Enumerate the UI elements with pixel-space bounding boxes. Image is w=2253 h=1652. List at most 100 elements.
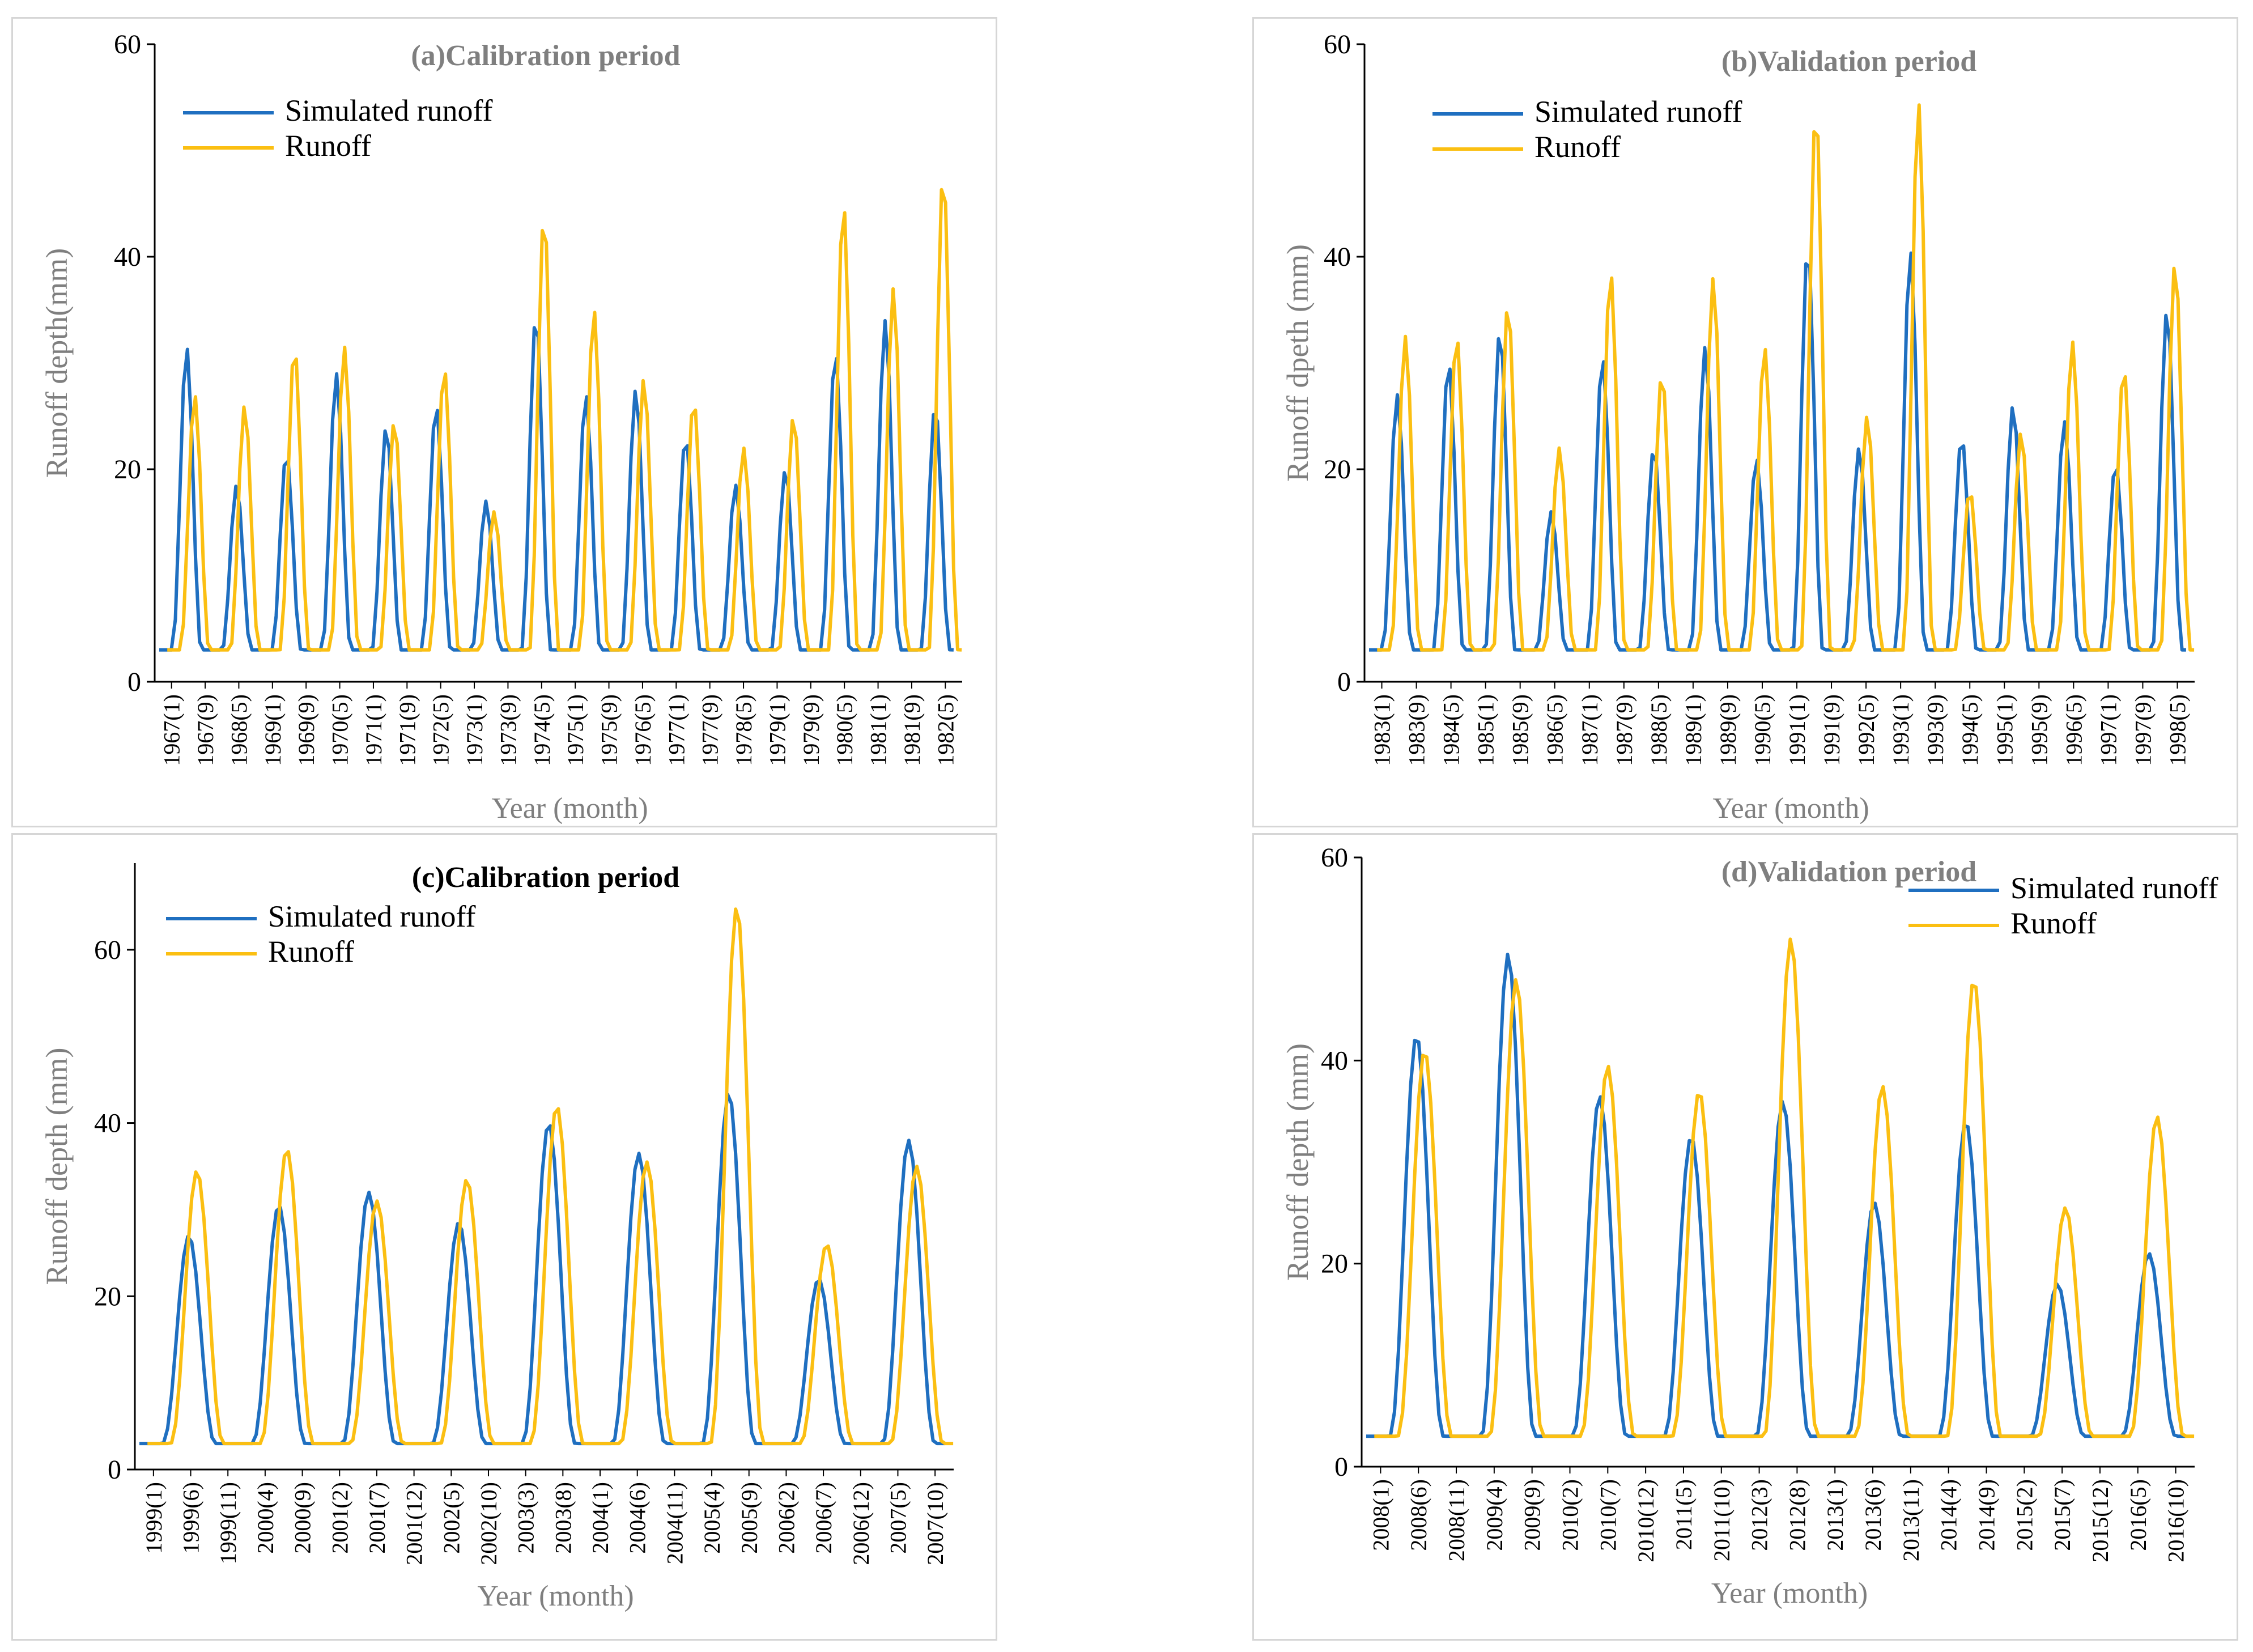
x-tick-label: 1979(1) [764, 694, 790, 766]
chart-title: (c)Calibration period [412, 861, 679, 894]
x-tick-label: 1998(5) [2165, 694, 2190, 766]
x-tick-label: 1980(5) [832, 694, 857, 766]
x-tick-label: 2014(9) [1974, 1479, 2000, 1551]
x-axis-title: Year (month) [491, 792, 648, 825]
x-tick-label: 1985(1) [1473, 694, 1499, 766]
x-tick-label: 2015(7) [2050, 1479, 2075, 1551]
chart-title: (d)Validation period [1721, 856, 1976, 888]
x-tick-label: 2014(4) [1936, 1479, 1962, 1551]
x-tick-label: 2016(10) [2163, 1479, 2189, 1562]
panel-b: 0 20 40 60 1983(1) 1983(9) 1984(5) 1985(1) 1985(… [1252, 17, 2238, 827]
x-tick-label: 1999(11) [215, 1482, 241, 1564]
observed-runoff-line [1377, 103, 2195, 652]
x-tick-label: 1983(9) [1404, 694, 1430, 766]
x-tick-label: 2004(1) [588, 1482, 613, 1554]
y-tick-label: 0 [1337, 667, 1351, 697]
x-tick-label: 1985(9) [1508, 694, 1533, 766]
x-tick-label: 2016(5) [2126, 1479, 2151, 1551]
y-axis-title: Runoff depth(mm) [40, 248, 74, 478]
x-axis-title: Year (month) [1711, 1577, 1868, 1609]
x-tick-label: 1969(1) [260, 694, 286, 766]
x-tick-label: 1975(1) [563, 694, 588, 766]
x-tick-label: 1981(1) [866, 694, 891, 766]
x-tick-label: 2013(11) [1898, 1479, 1924, 1561]
legend-label: Simulated runoff [2010, 871, 2218, 905]
x-tick-label: 2015(2) [2012, 1479, 2037, 1551]
x-tick-label: 2012(8) [1784, 1479, 1810, 1551]
y-tick-label: 40 [94, 1109, 121, 1139]
x-tick-label: 1995(1) [1992, 694, 2017, 766]
x-tick-label: 1995(9) [2026, 694, 2052, 766]
x-tick-label: 1984(5) [1439, 694, 1464, 766]
x-tick-label: 1968(5) [226, 694, 252, 766]
legend-label: Runoff [2010, 906, 2097, 940]
chart-d: 0 20 40 60 2008(1) 2008(6) 2008(11) 2009(4) 2009… [1281, 843, 2218, 1609]
legend-label: Simulated runoff [268, 899, 475, 933]
chart-title: (b)Validation period [1721, 45, 1976, 78]
x-tick-label: 2009(9) [1520, 1479, 1545, 1551]
x-tick-label: 1983(1) [1370, 694, 1395, 766]
x-tick-label: 1991(9) [1819, 694, 1844, 766]
x-tick-label: 2006(12) [848, 1482, 874, 1565]
x-tick-label: 1967(1) [159, 694, 185, 766]
x-tick-label: 2007(10) [923, 1482, 948, 1565]
x-tick-label: 2013(1) [1822, 1479, 1848, 1551]
y-tick-label: 20 [1324, 455, 1351, 485]
x-tick-label: 1977(9) [698, 694, 723, 766]
x-tick-label: 2005(4) [699, 1482, 725, 1554]
x-tick-label: 2005(9) [737, 1482, 762, 1554]
x-tick-label: 2010(7) [1595, 1479, 1621, 1551]
x-tick-label: 1997(9) [2130, 694, 2156, 766]
x-tick-label: 2002(10) [476, 1482, 501, 1565]
x-tick-label: 2015(12) [2088, 1479, 2113, 1562]
x-tick-label: 1969(9) [294, 694, 319, 766]
x-tick-label: 1988(5) [1646, 694, 1672, 766]
x-tick-label: 1978(5) [731, 694, 756, 766]
y-tick-label: 20 [114, 455, 141, 485]
x-tick-label: 1986(5) [1542, 694, 1568, 766]
x-tick-label: 2012(3) [1747, 1479, 1772, 1551]
x-tick-label: 1999(1) [141, 1482, 167, 1554]
chart-title: (a)Calibration period [411, 40, 680, 72]
x-tick-label: 2011(5) [1671, 1479, 1697, 1550]
y-tick-label: 0 [1334, 1452, 1348, 1482]
observed-runoff-line [147, 907, 954, 1446]
x-tick-label: 2004(11) [662, 1482, 687, 1564]
x-tick-label: 1979(9) [798, 694, 824, 766]
x-tick-label: 2000(9) [290, 1482, 316, 1554]
x-tick-label: 2001(2) [327, 1482, 352, 1554]
y-axis-title: Runoff depth (mm) [1281, 1043, 1315, 1281]
x-tick-label: 2002(5) [439, 1482, 464, 1554]
x-tick-label: 1990(5) [1750, 694, 1775, 766]
x-axis-title: Year (month) [477, 1580, 634, 1612]
simulated-runoff-line [1366, 953, 2186, 1438]
x-tick-label: 1973(1) [462, 694, 487, 766]
legend-label: Simulated runoff [1534, 95, 1742, 129]
x-tick-label: 1994(5) [1957, 694, 1983, 766]
y-tick-label: 20 [94, 1281, 121, 1311]
observed-runoff-line [1374, 937, 2195, 1438]
x-tick-label: 1993(1) [1888, 694, 1914, 766]
y-tick-label: 20 [1321, 1249, 1348, 1279]
x-tick-label: 2007(5) [885, 1482, 911, 1554]
chart-b: 0 20 40 60 1983(1) 1983(9) 1984(5) 1985(1) 1985(… [1281, 29, 2195, 825]
x-tick-label: 1987(9) [1612, 694, 1637, 766]
x-tick-label: 1981(9) [899, 694, 925, 766]
x-tick-label: 1989(1) [1681, 694, 1706, 766]
y-tick-label: 60 [1321, 843, 1348, 873]
x-tick-label: 1996(5) [2061, 694, 2086, 766]
x-tick-label: 2003(3) [513, 1482, 539, 1554]
x-tick-label: 2003(8) [550, 1482, 576, 1554]
y-tick-label: 0 [127, 667, 141, 697]
x-tick-label: 1989(9) [1715, 694, 1741, 766]
y-tick-label: 60 [94, 935, 121, 965]
observed-runoff-line [167, 188, 962, 652]
x-tick-label: 1993(9) [1923, 694, 1948, 766]
x-tick-label: 1971(1) [361, 694, 386, 766]
legend-label: Runoff [285, 129, 371, 163]
x-tick-label: 2006(7) [811, 1482, 836, 1554]
y-axis-title: Runoff depth (mm) [40, 1048, 74, 1285]
x-tick-label: 1975(9) [597, 694, 622, 766]
y-tick-label: 40 [114, 242, 141, 272]
x-tick-label: 2008(6) [1406, 1479, 1431, 1551]
